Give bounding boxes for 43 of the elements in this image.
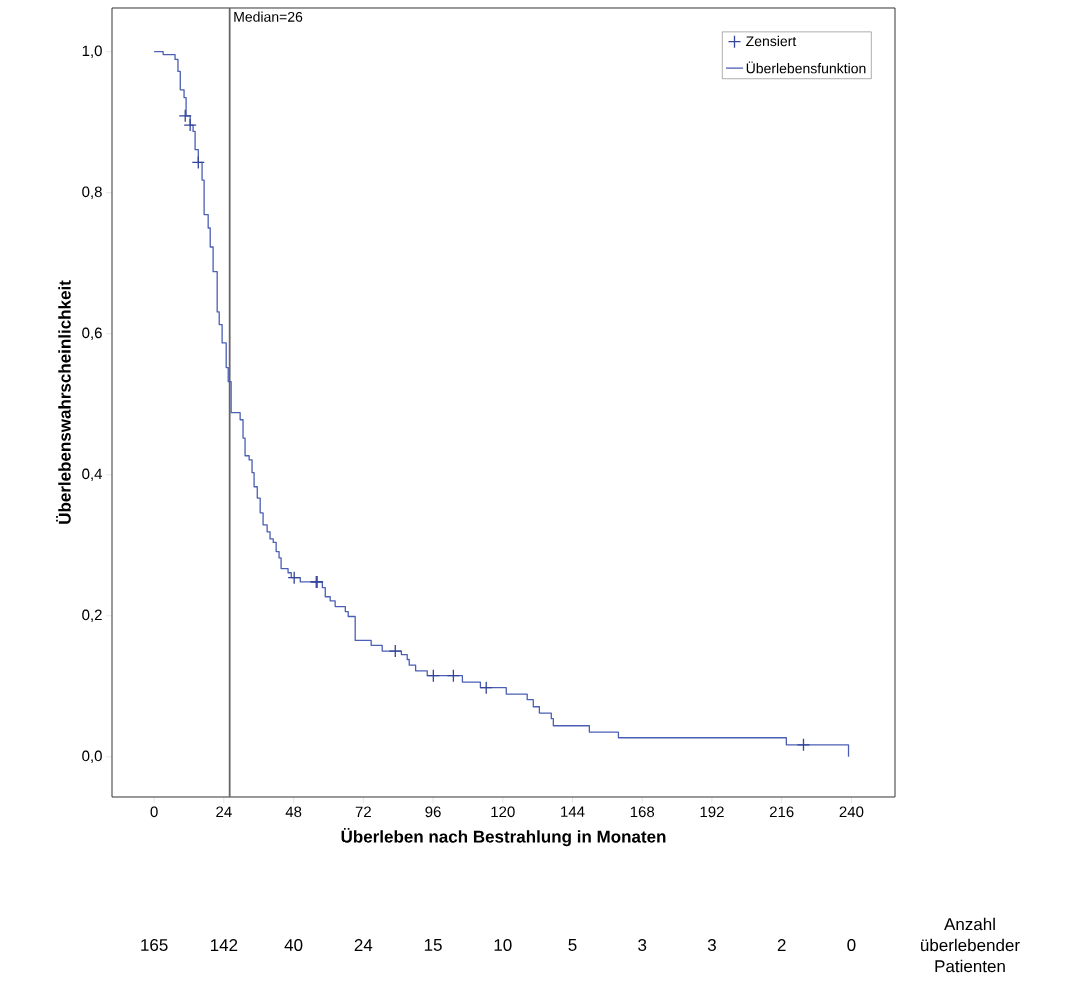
text: 10 xyxy=(494,938,512,952)
text: 5 xyxy=(568,939,577,951)
point xyxy=(388,644,402,658)
text: 142 xyxy=(210,939,238,951)
y-tick-label: 1,0 xyxy=(82,45,102,58)
text: 3 xyxy=(638,938,647,952)
x-tick-label: 48 xyxy=(285,806,302,818)
y-tick-label: 0,8 xyxy=(82,186,102,199)
point xyxy=(479,681,493,695)
x-tick-label: 168 xyxy=(630,806,655,818)
point xyxy=(796,738,811,752)
point xyxy=(287,571,301,585)
x-tick-label: 0 xyxy=(150,806,158,818)
y-tick-label: 0,2 xyxy=(82,609,102,622)
x-axis-title: Überleben nach Bestrahlung in Monaten xyxy=(341,828,666,847)
text: 0 xyxy=(847,938,856,952)
text: 40 xyxy=(284,938,303,952)
x-tick-label: 96 xyxy=(425,806,441,818)
legend-label: Zensiert xyxy=(746,35,797,47)
x-tick-label: 192 xyxy=(700,806,724,818)
y-tick-label: 0,4 xyxy=(82,468,103,481)
legend-label: Überlebensfunktion xyxy=(746,61,866,74)
x-tick-label: 24 xyxy=(216,806,232,817)
text: 3 xyxy=(707,938,716,952)
text: 15 xyxy=(424,939,442,951)
x-tick-label: 144 xyxy=(561,806,585,817)
text: 165 xyxy=(141,938,168,952)
point xyxy=(446,669,461,683)
y-axis-title: Überlebenswahrscheinlichkeit xyxy=(56,280,71,524)
point xyxy=(178,109,192,123)
text: 24 xyxy=(354,939,373,951)
y-tick-label: 0,0 xyxy=(82,750,102,763)
x-tick-label: 120 xyxy=(491,806,515,818)
ref-line-label: Median=26 xyxy=(234,11,303,22)
text: Anzahl überlebender Patienten xyxy=(921,917,1020,973)
point xyxy=(183,118,197,132)
y-tick-label: 0,6 xyxy=(82,327,102,340)
x-tick-label: 216 xyxy=(769,806,794,818)
point xyxy=(191,155,205,170)
x-tick-label: 72 xyxy=(355,806,371,817)
point xyxy=(426,669,440,683)
text: 2 xyxy=(777,939,786,951)
x-tick-label: 240 xyxy=(839,806,864,818)
